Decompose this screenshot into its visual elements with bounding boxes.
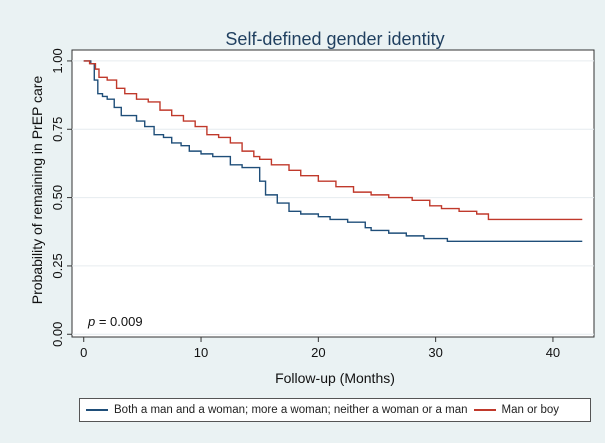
y-tick-label-2: 0.50 (50, 185, 65, 210)
y-tick-label-0: 0.00 (50, 322, 65, 347)
x-tick-label-1: 10 (194, 345, 208, 360)
chart-legend: Both a man and a woman; more a woman; ne… (79, 398, 591, 422)
chart-svg: Self-defined gender identity Probability… (29, 29, 595, 386)
chart-title: Self-defined gender identity (225, 29, 444, 49)
x-tick-label-3: 30 (428, 345, 442, 360)
y-tick-label-1: 0.25 (50, 253, 65, 278)
legend-swatch-series-1 (86, 409, 108, 411)
y-tick-label-4: 1.00 (50, 48, 65, 73)
series-line-1 (83, 60, 583, 243)
x-tick-label-4: 40 (546, 345, 560, 360)
x-tick-label-0: 0 (80, 345, 87, 360)
x-tick-label-2: 20 (311, 345, 325, 360)
x-axis-label: Follow-up (Months) (275, 370, 395, 386)
y-tick-label-3: 0.75 (50, 117, 65, 142)
p-value-annotation: p = 0.009 (87, 314, 143, 329)
p-label: p (87, 314, 95, 329)
series-line-2 (83, 60, 583, 221)
legend-label-series-1: Both a man and a woman; more a woman; ne… (114, 404, 468, 416)
plot-area: 0.00 0.25 0.50 0.75 1.00 0 10 20 30 40 (50, 48, 595, 360)
legend-swatch-series-2 (473, 409, 496, 411)
p-value: = 0.009 (95, 314, 142, 329)
legend-label-series-2: Man or boy (501, 404, 560, 416)
plot-background (71, 49, 595, 338)
y-axis-label: Probability of remaining in PrEP care (29, 76, 45, 305)
